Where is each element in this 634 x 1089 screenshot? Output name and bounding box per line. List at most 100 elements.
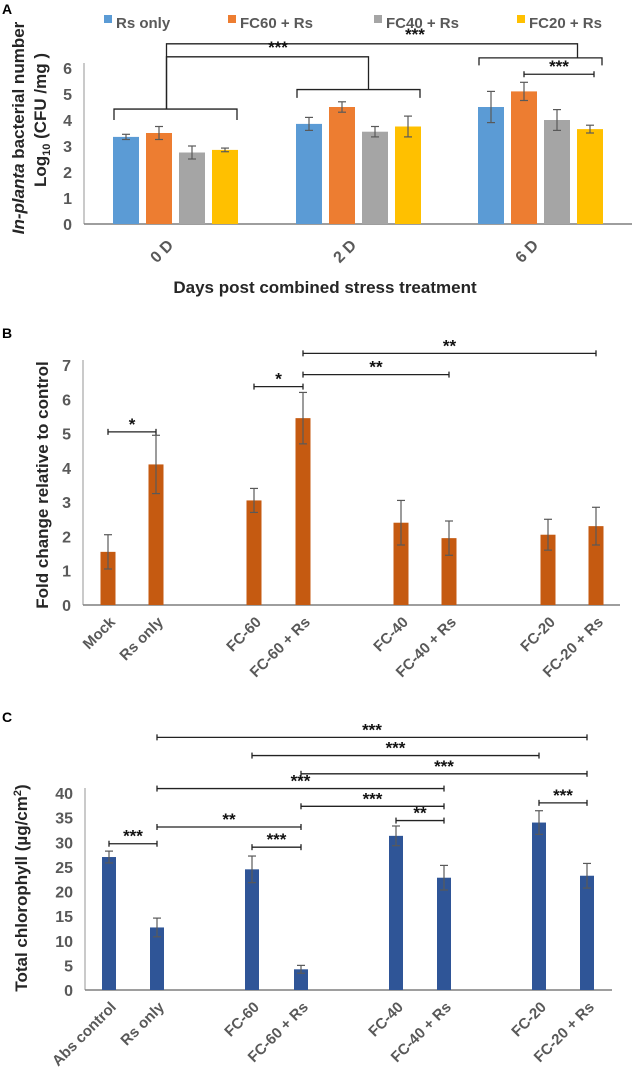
significance-label: ***	[363, 789, 383, 808]
bar	[478, 107, 504, 224]
y-tick-label: 0	[63, 217, 72, 234]
legend-label: FC40 + Rs	[386, 15, 459, 32]
group-bracket	[478, 57, 603, 66]
bar	[588, 526, 604, 605]
x-category-label: FC-60	[221, 999, 262, 1040]
bar	[146, 133, 172, 224]
y-title-log: Log	[31, 156, 50, 187]
significance-label: **	[369, 358, 383, 377]
bar	[100, 551, 116, 605]
y-tick-label: 5	[64, 958, 73, 975]
y-tick-label: 4	[62, 461, 71, 478]
significance-label: **	[413, 804, 427, 823]
panel-c-y-axis-title: Total chlorophyll (µg/cm2)	[12, 784, 31, 991]
significance-label: ***	[434, 757, 454, 776]
bar	[295, 418, 311, 605]
y-tick-label: 5	[63, 87, 72, 104]
x-category-label: Abs control	[49, 999, 120, 1070]
x-category-label: Rs only	[117, 998, 168, 1049]
bar	[296, 123, 322, 224]
y-tick-label: 35	[55, 811, 73, 828]
x-category-label: FC-20	[517, 614, 558, 655]
panel-a-y-axis-title-line1: In-planta bacterial number	[9, 21, 28, 234]
panel-c-letter: C	[2, 709, 12, 725]
bar	[329, 107, 355, 224]
bar	[150, 927, 164, 990]
panel-a: A In-planta bacterial number Log10 (CFU …	[2, 1, 632, 297]
significance-connector	[165, 56, 370, 110]
x-category-label: 0 D	[148, 237, 178, 267]
y-tick-label: 3	[62, 495, 71, 512]
panel-a-x-axis-title: Days post combined stress treatment	[173, 278, 477, 297]
significance-label: ***	[291, 772, 311, 791]
y-title-rest: bacterial number	[9, 21, 28, 163]
y-tick-label: 15	[55, 909, 73, 926]
bar	[113, 136, 139, 224]
bar	[532, 822, 546, 990]
panel-b-letter: B	[2, 325, 12, 341]
bar	[294, 969, 308, 990]
y-tick-label: 10	[55, 934, 73, 951]
y-tick-label: 4	[63, 113, 72, 130]
significance-label: ***	[267, 830, 287, 849]
legend-swatch	[374, 15, 382, 23]
panel-c: C Total chlorophyll (µg/cm2) 0 5 10 15 20 25 3…	[2, 709, 612, 1070]
y-tick-label: 2	[63, 165, 72, 182]
x-category-label: FC-60	[223, 614, 264, 655]
y-title-italic: In-planta	[9, 163, 28, 234]
x-category-label: FC-20	[508, 999, 549, 1040]
bar	[362, 131, 388, 224]
panel-a-y-axis-title-line2: Log10 (CFU /mg )	[31, 53, 53, 187]
group-bracket	[113, 108, 238, 120]
significance-label: *	[275, 370, 282, 389]
bar	[179, 152, 205, 224]
significance-label: ***	[405, 25, 425, 44]
significance-label: ***	[268, 38, 288, 57]
y-tick-label: 0	[64, 983, 73, 1000]
panel-b-y-axis-title: Fold change relative to control	[33, 361, 52, 608]
y-tick-label: 1	[62, 564, 71, 581]
bar	[102, 857, 116, 990]
group-bracket	[296, 88, 421, 98]
y-tick-label: 3	[63, 139, 72, 156]
significance-label: ***	[553, 786, 573, 805]
y-tick-label: 20	[55, 885, 73, 902]
y-tick-label: 6	[63, 61, 72, 78]
significance-label: ***	[386, 739, 406, 758]
x-category-label: Mock	[80, 613, 120, 653]
x-category-label: FC-40	[365, 999, 406, 1040]
bar	[395, 126, 421, 224]
y-tick-label: 40	[55, 786, 73, 803]
legend-swatch	[228, 15, 236, 23]
bar	[148, 464, 164, 605]
y-title-main: Total chlorophyll (µg/cm	[12, 796, 31, 992]
y-tick-label: 5	[62, 427, 71, 444]
legend-swatch	[517, 15, 525, 23]
bar	[511, 91, 537, 225]
x-category-label: 6 D	[513, 237, 543, 267]
y-tick-label: 25	[55, 860, 73, 877]
bar	[544, 120, 570, 224]
y-title-unit: (CFU /mg )	[31, 53, 50, 144]
x-category-label: 2 D	[331, 237, 361, 267]
panel-b: B Fold change relative to control 0 1 2 3 4 5…	[2, 325, 620, 681]
legend-label: Rs only	[116, 15, 171, 32]
y-tick-label: 7	[62, 358, 71, 375]
y-tick-label: 6	[62, 392, 71, 409]
bar	[245, 869, 259, 990]
significance-label: **	[443, 336, 457, 355]
significance-label: ***	[123, 827, 143, 846]
y-tick-label: 1	[63, 191, 72, 208]
legend-swatch	[104, 15, 112, 23]
y-title-close: )	[12, 784, 31, 790]
bar	[389, 835, 403, 990]
legend-label: FC20 + Rs	[529, 15, 602, 32]
significance-label: *	[129, 415, 136, 434]
significance-label: **	[222, 810, 236, 829]
y-title-sup: 2	[12, 790, 24, 796]
bar	[540, 534, 556, 605]
bar	[246, 500, 262, 605]
legend-label: FC60 + Rs	[240, 15, 313, 32]
y-tick-label: 0	[62, 598, 71, 615]
